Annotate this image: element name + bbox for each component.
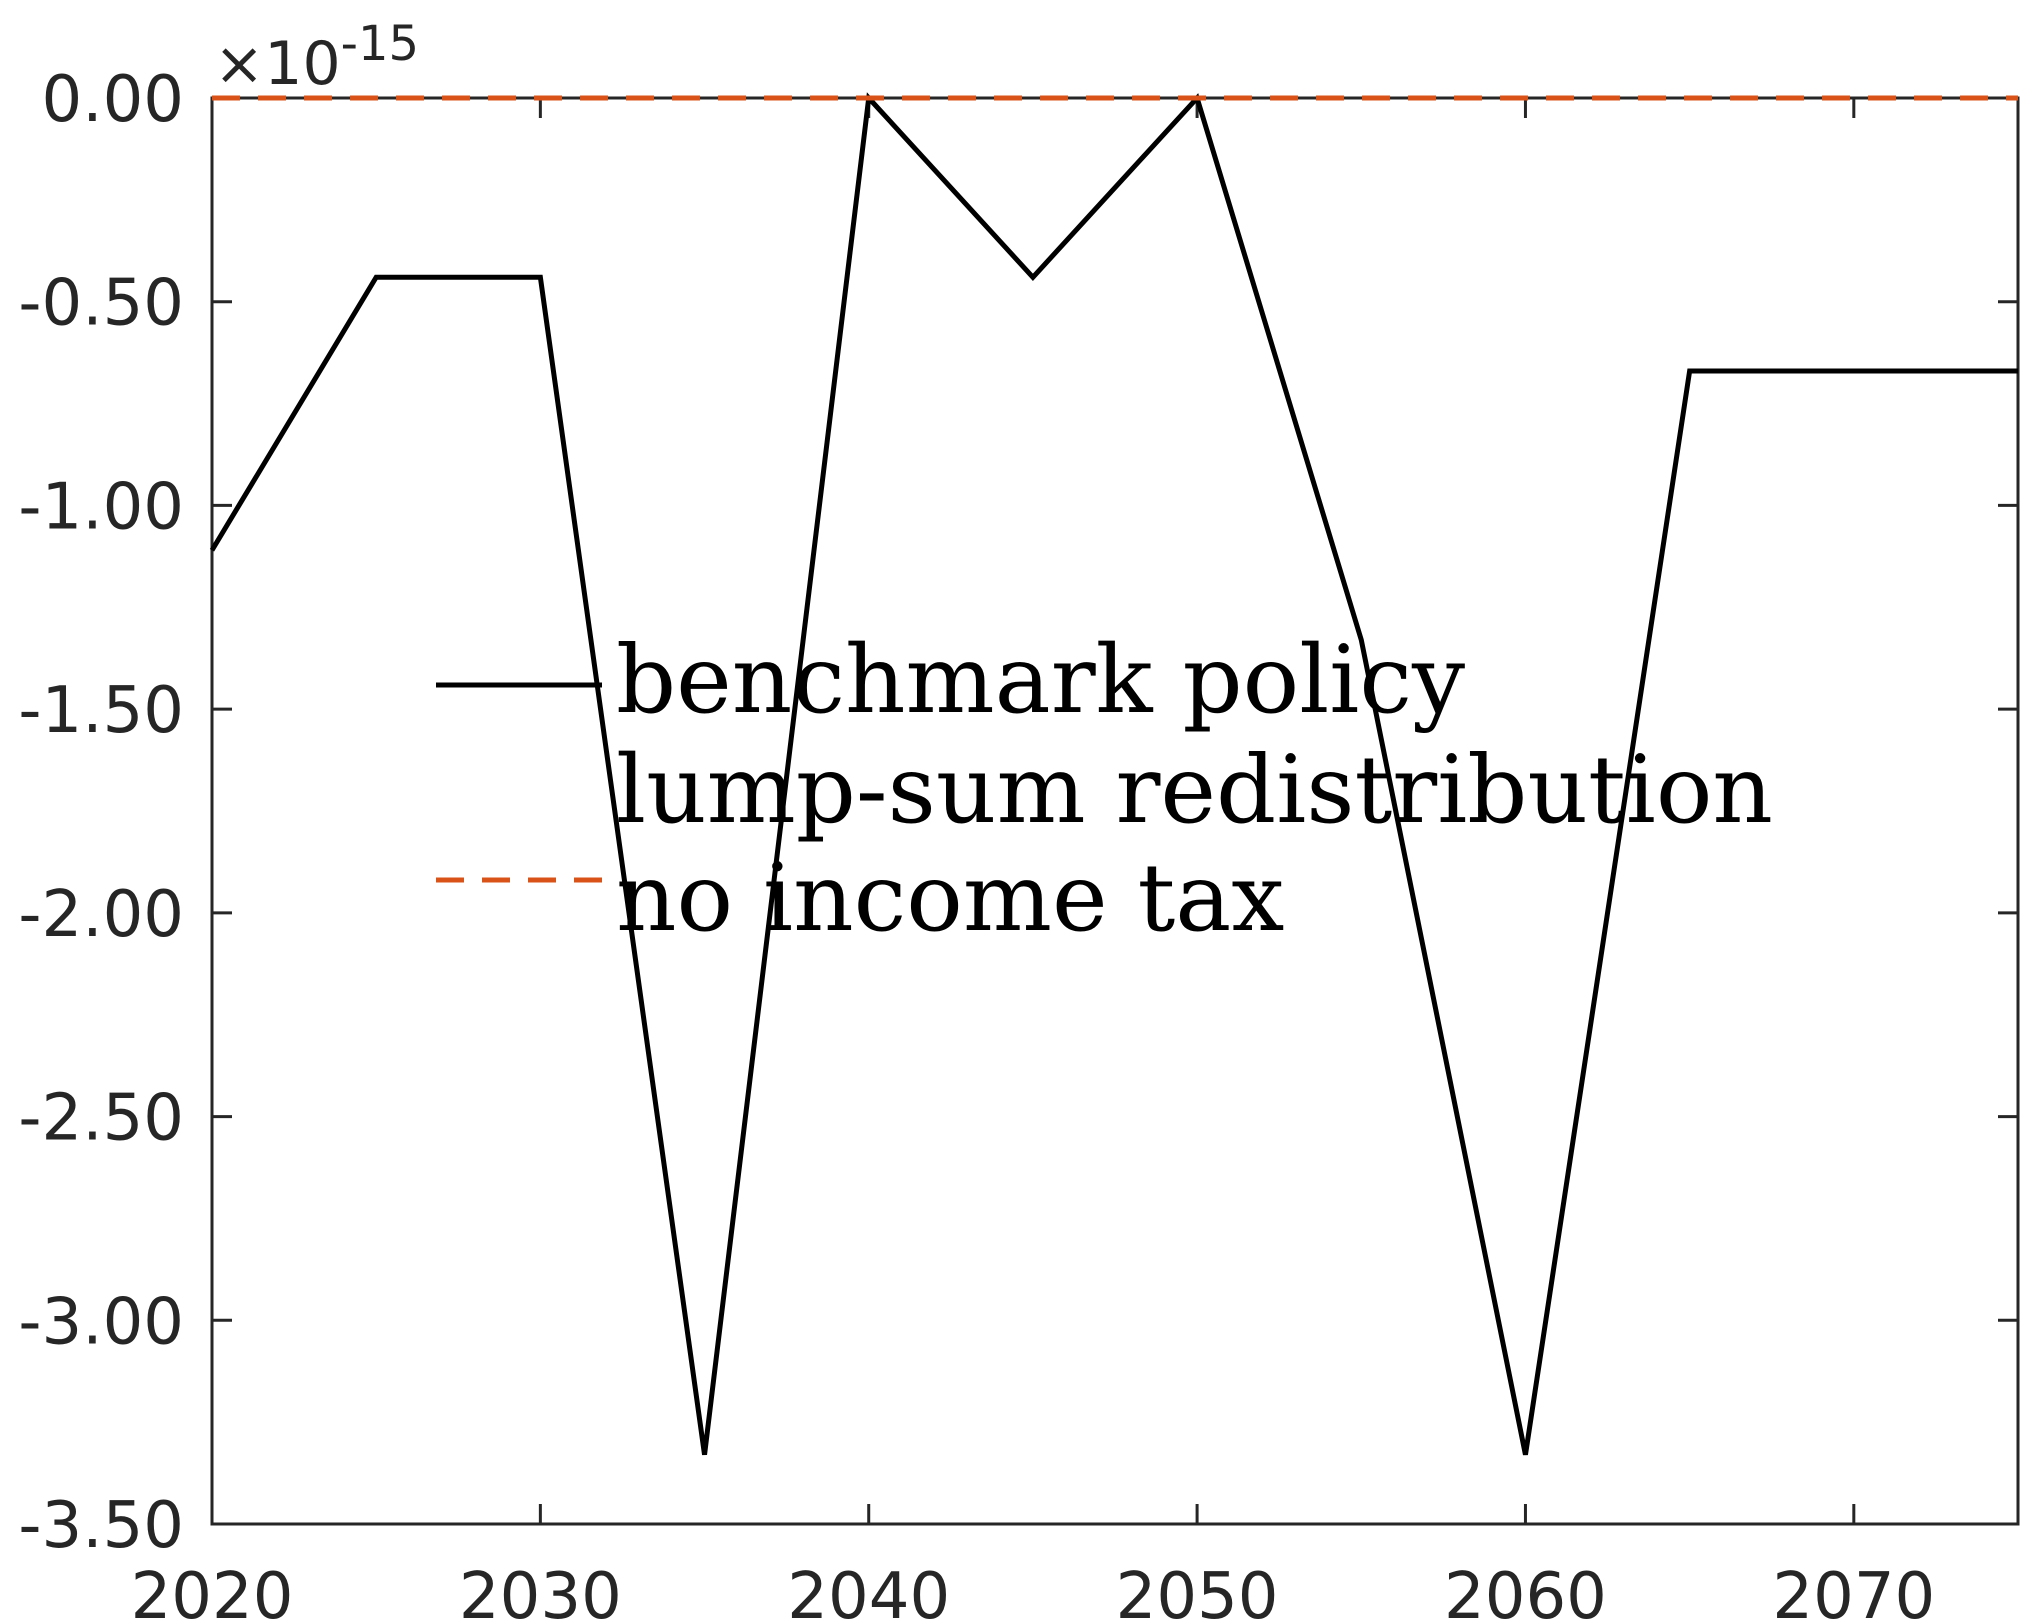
y-axis: 0.00 -0.50 -1.00 -1.50 -2.00 -2.50 -3.00 -3.50 [18, 63, 2018, 1563]
y-tick-label: -2.50 [18, 1082, 184, 1156]
legend-label-2: no income tax [616, 844, 1284, 953]
plot-axes [210, 96, 2020, 1526]
x-tick-label: 2030 [459, 1560, 622, 1622]
y-tick-label: -3.00 [18, 1285, 184, 1359]
exponent-power: -15 [341, 16, 419, 72]
x-tick-label: 2060 [1444, 1560, 1607, 1622]
x-tick-label: 2050 [1116, 1560, 1279, 1622]
x-tick-label: 2020 [131, 1560, 294, 1622]
y-tick-label: -2.00 [18, 878, 184, 952]
x-tick-label: 2070 [1772, 1560, 1935, 1622]
y-tick-label: 0.00 [42, 63, 185, 137]
y-tick-label: -1.50 [18, 674, 184, 748]
y-tick-label: -0.50 [18, 267, 184, 341]
plot-area [210, 96, 2020, 1526]
x-tick-label: 2040 [787, 1560, 950, 1622]
x-axis: 2020 2030 2040 2050 2060 2070 [131, 98, 1935, 1622]
legend-label-0: benchmark policy [616, 626, 1465, 735]
legend-label-1: lump-sum redistribution [616, 736, 1773, 845]
series-layer [209, 92, 2018, 1456]
series-line-0 [209, 92, 2018, 1456]
y-tick-label: -3.50 [18, 1489, 184, 1563]
exponent-multiplier: ×10 [214, 29, 341, 99]
y-tick-label: -1.00 [18, 470, 184, 544]
y-axis-exponent: ×10-15 [214, 16, 419, 99]
